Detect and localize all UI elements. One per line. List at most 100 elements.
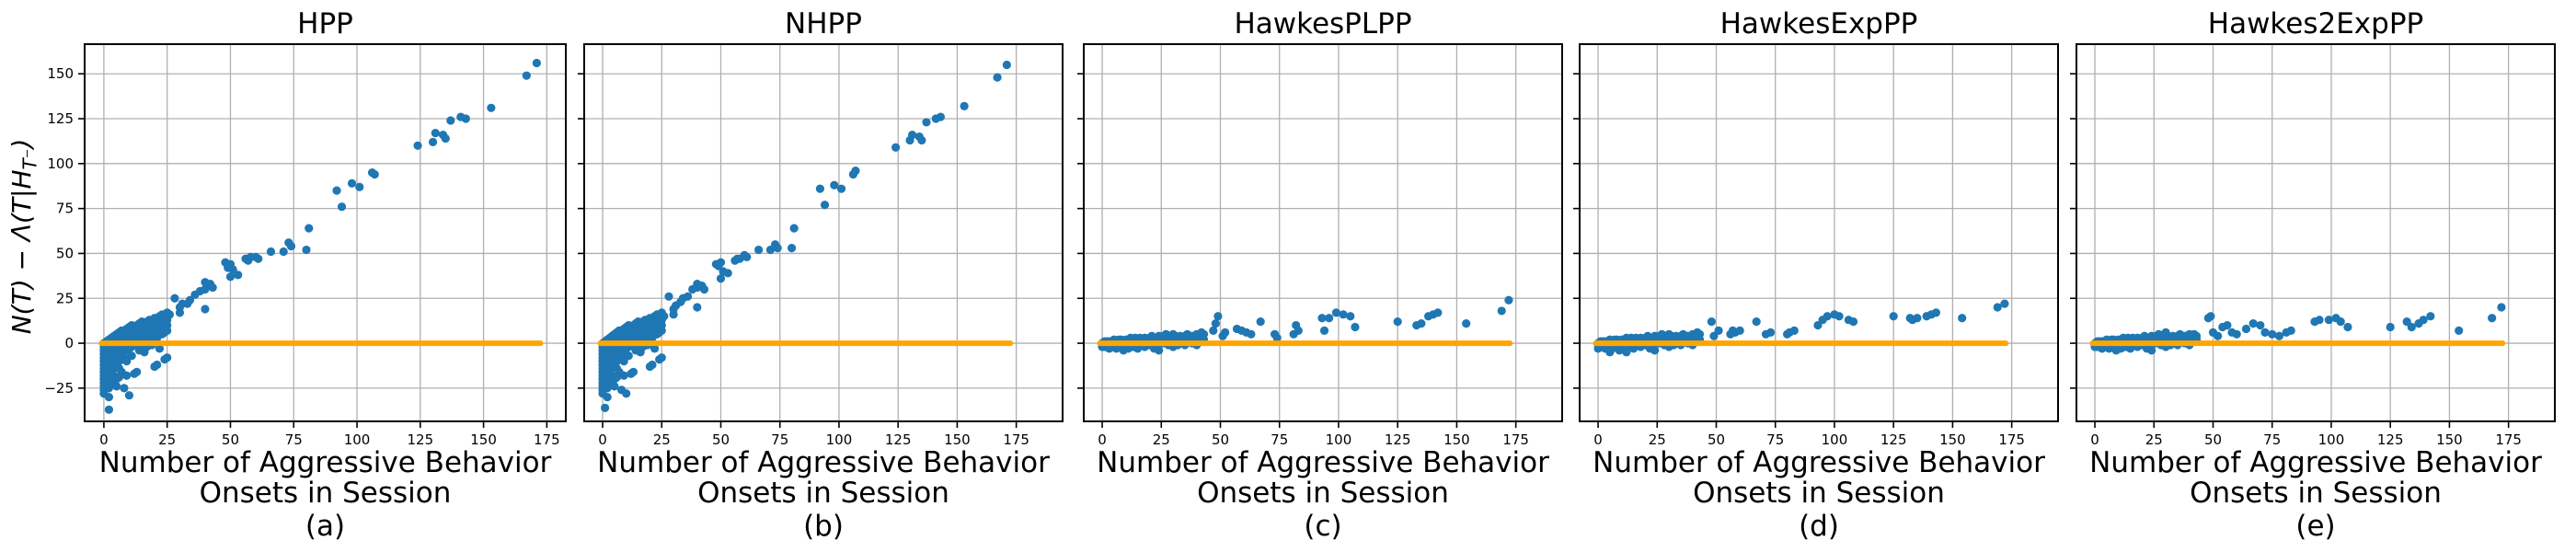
panel-title: HawkesPLPP <box>1234 7 1412 40</box>
axis-ticks <box>78 73 548 428</box>
scatter-plot: 0 25 50 75 100 125 150 175 −25 0 25 50 75 100 125 150 <box>44 43 567 448</box>
svg-text:175: 175 <box>1998 431 2025 448</box>
x-axis-label: Number of Aggressive Behavior Onsets in … <box>1580 448 2058 509</box>
svg-text:125: 125 <box>407 431 433 448</box>
x-axis-label: Number of Aggressive Behavior Onsets in … <box>584 448 1063 509</box>
x-tick-labels: 0 25 50 75 100 125 150 175 <box>99 431 560 448</box>
svg-text:175: 175 <box>1003 431 1029 448</box>
grid <box>2076 44 2555 421</box>
panel-nhpp: NHPP 0 25 50 75 100 125 150 175 Number of Aggre… <box>575 0 1073 552</box>
svg-text:150: 150 <box>1939 431 1966 448</box>
svg-text:25: 25 <box>1153 431 1170 448</box>
svg-text:50: 50 <box>222 431 239 448</box>
svg-text:75: 75 <box>56 201 74 217</box>
y-tick-labels: −25 0 25 50 75 100 125 150 <box>44 65 74 397</box>
x-axis-label-line2: Onsets in Session <box>199 477 452 510</box>
panel-caption: (e) <box>2295 510 2336 543</box>
svg-text:100: 100 <box>1822 431 1848 448</box>
axis-ticks <box>578 73 1018 428</box>
panel-hawkesplpp: HawkesPLPP 0 25 50 75 100 125 150 175 Number of… <box>1073 0 1570 552</box>
svg-text:75: 75 <box>2263 431 2281 448</box>
svg-text:175: 175 <box>2495 431 2522 448</box>
scatter-plot: 0 25 50 75 100 125 150 175 <box>1573 43 2059 448</box>
svg-text:150: 150 <box>470 431 497 448</box>
panel-title: NHPP <box>785 7 862 40</box>
svg-text:0: 0 <box>1098 431 1107 448</box>
svg-text:0: 0 <box>99 431 109 448</box>
panel-caption: (b) <box>803 510 844 543</box>
svg-text:25: 25 <box>158 431 176 448</box>
panel-title: HPP <box>297 7 353 40</box>
svg-text:125: 125 <box>1385 431 1411 448</box>
x-tick-labels: 0 25 50 75 100 125 150 175 <box>2090 431 2522 448</box>
svg-text:75: 75 <box>1766 431 1784 448</box>
axis-ticks <box>1573 73 2013 428</box>
scatter-plot: 0 25 50 75 100 125 150 175 <box>578 43 1064 448</box>
grid <box>1580 44 2058 421</box>
grid <box>1084 44 1562 421</box>
plot-border <box>1579 43 2059 422</box>
scatter-points <box>2090 303 2506 355</box>
x-axis-label-line1: Number of Aggressive Behavior <box>1097 446 1549 479</box>
svg-text:25: 25 <box>2145 431 2163 448</box>
svg-text:50: 50 <box>1212 431 1229 448</box>
svg-text:100: 100 <box>344 431 371 448</box>
x-axis-label-line2: Onsets in Session <box>2190 477 2442 510</box>
svg-text:75: 75 <box>771 431 788 448</box>
x-axis-label-line1: Number of Aggressive Behavior <box>1593 446 2045 479</box>
axis-ticks <box>2070 73 2510 428</box>
x-axis-label-line1: Number of Aggressive Behavior <box>597 446 1050 479</box>
svg-text:100: 100 <box>1326 431 1352 448</box>
svg-text:75: 75 <box>1271 431 1288 448</box>
x-tick-labels: 0 25 50 75 100 125 150 175 <box>1098 431 1529 448</box>
x-axis-label: Number of Aggressive Behavior Onsets in … <box>85 448 566 509</box>
svg-text:150: 150 <box>47 65 74 82</box>
svg-text:125: 125 <box>885 431 912 448</box>
svg-text:150: 150 <box>1443 431 1470 448</box>
svg-text:0: 0 <box>598 431 607 448</box>
x-axis-label-line2: Onsets in Session <box>1693 477 1945 510</box>
axis-ticks <box>1077 73 1517 428</box>
x-axis-label: Number of Aggressive Behavior Onsets in … <box>1084 448 1562 509</box>
svg-text:150: 150 <box>2436 431 2463 448</box>
panel-caption: (a) <box>305 510 346 543</box>
svg-text:0: 0 <box>64 335 74 351</box>
svg-text:50: 50 <box>2204 431 2222 448</box>
x-axis-label-line2: Onsets in Session <box>697 477 949 510</box>
svg-text:100: 100 <box>2318 431 2345 448</box>
x-axis-label-line1: Number of Aggressive Behavior <box>2089 446 2542 479</box>
svg-text:75: 75 <box>285 431 303 448</box>
svg-text:100: 100 <box>47 155 74 172</box>
panel-hawkesexppp: HawkesExpPP 0 25 50 75 100 125 150 175 Number o… <box>1570 0 2067 552</box>
panel-hawkes2exppp: Hawkes2ExpPP 0 25 50 75 100 125 150 175 Number … <box>2067 0 2576 552</box>
scatter-plot: 0 25 50 75 100 125 150 175 <box>2070 43 2556 448</box>
plot-border <box>1083 43 1563 422</box>
svg-text:25: 25 <box>1649 431 1666 448</box>
x-axis-label-line2: Onsets in Session <box>1197 477 1449 510</box>
svg-text:100: 100 <box>826 431 853 448</box>
panel-caption: (c) <box>1304 510 1342 543</box>
svg-text:50: 50 <box>56 245 74 261</box>
svg-text:125: 125 <box>2377 431 2404 448</box>
svg-text:175: 175 <box>1502 431 1529 448</box>
svg-text:0: 0 <box>2090 431 2099 448</box>
svg-text:175: 175 <box>534 431 560 448</box>
svg-text:25: 25 <box>653 431 671 448</box>
plot-border <box>84 43 567 422</box>
x-axis-label: Number of Aggressive Behavior Onsets in … <box>2076 448 2555 509</box>
scatter-points <box>598 60 1011 412</box>
scatter-points <box>99 58 541 414</box>
svg-text:125: 125 <box>47 110 74 127</box>
svg-text:50: 50 <box>1708 431 1725 448</box>
x-axis-label-line1: Number of Aggressive Behavior <box>98 446 552 479</box>
scatter-points <box>1593 299 2009 357</box>
panel-title: HawkesExpPP <box>1719 7 1918 40</box>
x-tick-labels: 0 25 50 75 100 125 150 175 <box>598 431 1029 448</box>
svg-text:125: 125 <box>1880 431 1907 448</box>
plot-border <box>2076 43 2556 422</box>
scatter-plot: 0 25 50 75 100 125 150 175 <box>1077 43 1563 448</box>
svg-text:150: 150 <box>944 431 971 448</box>
panel-title: Hawkes2ExpPP <box>2207 7 2424 40</box>
svg-text:25: 25 <box>56 290 74 306</box>
